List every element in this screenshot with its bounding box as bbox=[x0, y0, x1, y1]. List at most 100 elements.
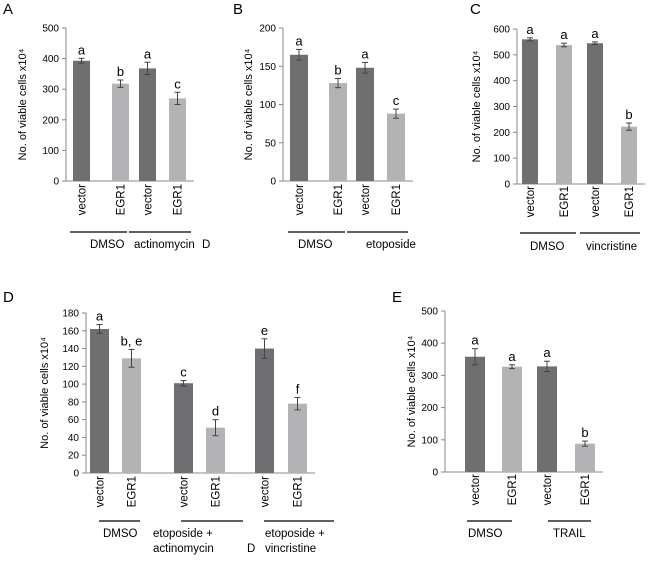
y-tick-label: 0 bbox=[53, 177, 59, 188]
panel-letter: D bbox=[3, 289, 14, 306]
group-label: vincristine bbox=[586, 241, 637, 253]
category-label: vector bbox=[590, 186, 602, 217]
y-tick-label: 200 bbox=[42, 115, 59, 126]
y-tick-label: 400 bbox=[493, 76, 510, 87]
group-label: etoposide + bbox=[265, 528, 325, 540]
y-tick-label: 200 bbox=[259, 24, 276, 35]
bar bbox=[356, 67, 374, 181]
bar bbox=[139, 68, 156, 181]
bar bbox=[290, 54, 308, 181]
y-tick-label: 200 bbox=[421, 403, 438, 414]
significance-letter: a bbox=[295, 33, 303, 48]
category-label: EGR1 bbox=[559, 186, 571, 217]
significance-letter: b, e bbox=[121, 333, 143, 348]
category-label: EGR1 bbox=[173, 184, 185, 215]
category-label: EGR1 bbox=[580, 474, 592, 505]
category-label: EGR1 bbox=[211, 476, 223, 507]
significance-letter: b bbox=[625, 107, 632, 122]
panel-b: B 0 50 100 150 200 No. of viable cells x10⁴ a ve… bbox=[233, 1, 416, 251]
y-tick-label: 300 bbox=[421, 371, 438, 382]
y-tick-label: 140 bbox=[62, 344, 79, 355]
category-label: vector bbox=[294, 184, 306, 215]
category-label: EGR1 bbox=[293, 476, 305, 507]
panel-letter: C bbox=[470, 1, 481, 18]
y-tick-label: 500 bbox=[42, 24, 59, 35]
y-tick-label: 0 bbox=[270, 177, 276, 188]
stray-label: D bbox=[247, 543, 255, 555]
y-tick-label: 50 bbox=[265, 138, 277, 149]
category-label: vector bbox=[360, 184, 372, 215]
group-label: actinomycin bbox=[134, 239, 195, 251]
category-label: EGR1 bbox=[624, 186, 636, 217]
category-label: vector bbox=[77, 184, 89, 215]
y-axis-label: No. of viable cells x10⁴ bbox=[39, 337, 51, 449]
panel-e: E 0 100 200 300 400 500 No. of viable cells x10… bbox=[392, 289, 603, 540]
bar bbox=[122, 358, 141, 473]
significance-letter: a bbox=[526, 22, 534, 37]
significance-letter: c bbox=[393, 93, 400, 108]
group-label: DMSO bbox=[530, 241, 565, 253]
y-tick-label: 0 bbox=[504, 180, 510, 191]
y-tick-label: 120 bbox=[62, 362, 79, 373]
bar bbox=[288, 403, 307, 473]
category-label: vector bbox=[542, 474, 554, 505]
category-label: vector bbox=[525, 186, 537, 217]
y-tick-label: 40 bbox=[68, 433, 80, 444]
y-tick-label: 0 bbox=[432, 468, 438, 479]
y-axis-label: No. of viable cells x10⁴ bbox=[406, 335, 418, 447]
significance-letter: c bbox=[174, 76, 181, 91]
significance-letter: d bbox=[212, 404, 219, 419]
bar bbox=[537, 366, 557, 472]
y-tick-label: 100 bbox=[259, 100, 276, 111]
y-tick-label: 100 bbox=[493, 154, 510, 165]
y-tick-label: 100 bbox=[62, 380, 79, 391]
y-axis-label: No. of viable cells x10⁴ bbox=[243, 48, 255, 160]
bar bbox=[502, 366, 522, 472]
group-label: DMSO bbox=[90, 239, 125, 251]
stray-label: D bbox=[202, 239, 210, 251]
category-label: EGR1 bbox=[507, 474, 519, 505]
y-tick-label: 60 bbox=[68, 415, 80, 426]
significance-letter: c bbox=[180, 365, 187, 380]
y-tick-label: 180 bbox=[62, 309, 79, 320]
significance-letter: a bbox=[361, 46, 369, 61]
y-tick-label: 150 bbox=[259, 62, 276, 73]
bar bbox=[522, 39, 538, 185]
category-label: EGR1 bbox=[333, 184, 345, 215]
bar bbox=[387, 113, 405, 181]
group-label-line2: vincristine bbox=[265, 543, 316, 555]
bar bbox=[169, 98, 186, 181]
category-label: vector bbox=[260, 476, 272, 507]
group-label: TRAIL bbox=[553, 528, 586, 540]
panel-letter: E bbox=[392, 289, 402, 306]
bar bbox=[174, 383, 193, 473]
significance-letter: b bbox=[334, 62, 341, 77]
y-tick-label: 600 bbox=[493, 25, 510, 36]
y-tick-label: 100 bbox=[42, 146, 59, 157]
y-tick-label: 300 bbox=[493, 102, 510, 113]
panel-c: C 0 100 200 300 400 500 600 No. of viable cells … bbox=[470, 1, 645, 253]
y-tick-label: 400 bbox=[421, 339, 438, 350]
group-label: etoposide + bbox=[153, 528, 213, 540]
panel-a: A 0 100 200 300 400 500 No. of viable cells x10… bbox=[3, 1, 210, 251]
bar bbox=[556, 45, 572, 185]
category-label: vector bbox=[470, 474, 482, 505]
category-label: vector bbox=[179, 476, 191, 507]
significance-letter: b bbox=[117, 64, 124, 79]
group-label: DMSO bbox=[103, 528, 138, 540]
significance-letter: f bbox=[296, 381, 300, 396]
significance-letter: a bbox=[78, 42, 86, 57]
significance-letter: a bbox=[560, 27, 568, 42]
bar bbox=[255, 348, 274, 473]
category-label: vector bbox=[95, 476, 107, 507]
category-label: vector bbox=[143, 184, 155, 215]
significance-letter: a bbox=[543, 345, 551, 360]
y-tick-label: 300 bbox=[42, 85, 59, 96]
y-tick-label: 160 bbox=[62, 326, 79, 337]
bar bbox=[575, 443, 595, 472]
significance-letter: a bbox=[591, 26, 599, 41]
y-tick-label: 400 bbox=[42, 54, 59, 65]
group-label: etoposide bbox=[366, 239, 416, 251]
panel-d: D 0 20 40 60 80 100 120 140 160 180 No. of viable c… bbox=[3, 289, 334, 555]
